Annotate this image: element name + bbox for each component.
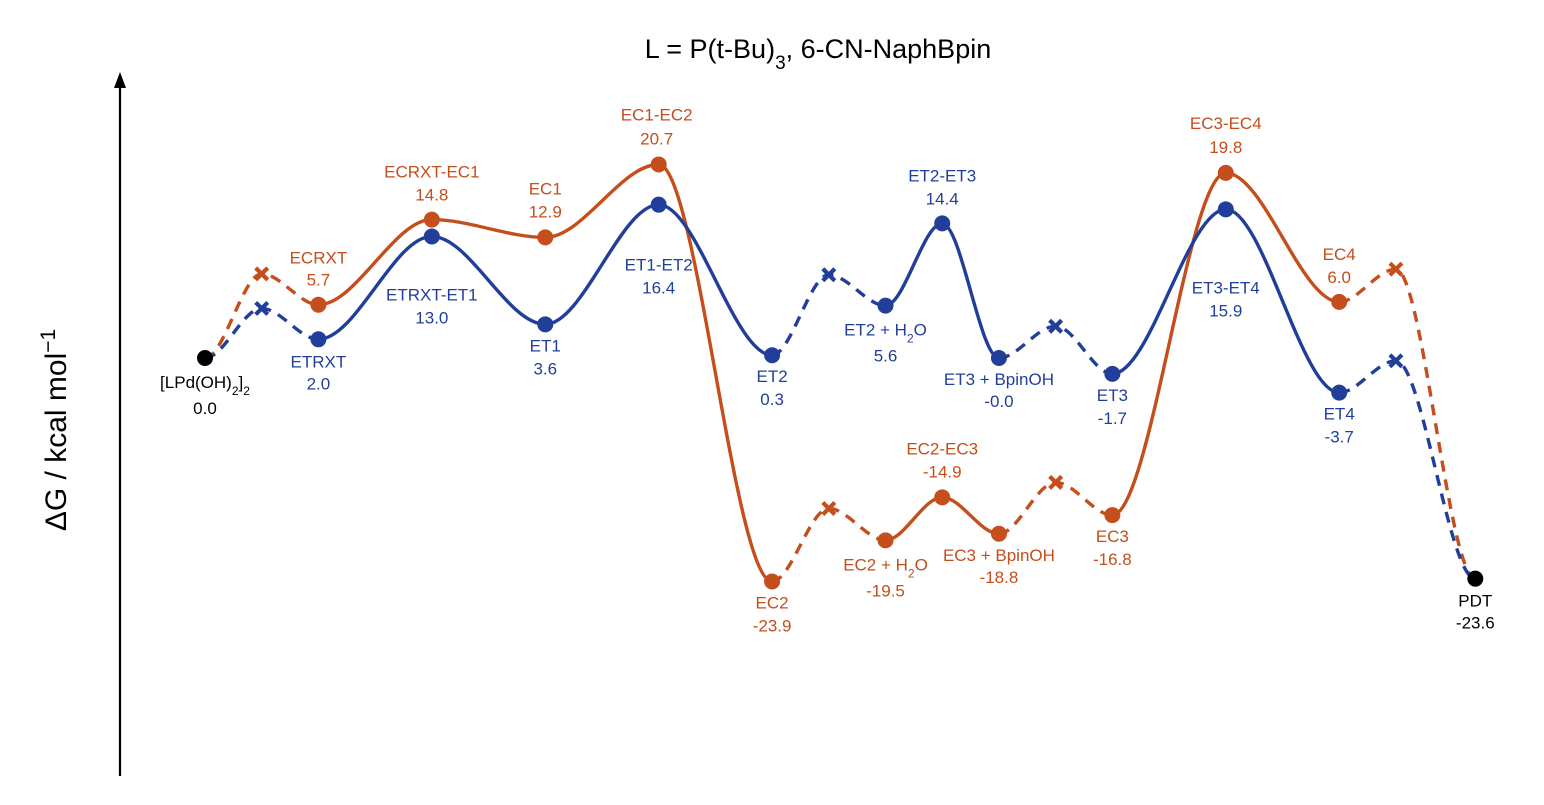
et-point-et2 [764, 347, 781, 364]
ec-point-ec1-ec2 [650, 156, 667, 173]
et-value-etrxt-et1: 13.0 [415, 308, 448, 327]
et-value-et4: -3.7 [1325, 428, 1354, 447]
ec-value-ec2-ec3: -14.9 [923, 462, 962, 481]
ec-label-ec2-h2o: EC2 + H2O [843, 555, 928, 580]
common-label-start: [LPd(OH)2]2 [160, 373, 250, 398]
ec-value-ec3-ec4: 19.8 [1209, 138, 1242, 157]
et-value-et2: 0.3 [760, 390, 784, 409]
et-dashed-segment-3 [998, 324, 1113, 376]
common-point-start [197, 350, 213, 366]
ec-label-ecrxt-ec1: ECRXT-EC1 [384, 163, 479, 182]
ec-value-ec3: -16.8 [1093, 550, 1132, 569]
common-point-pdt [1467, 570, 1484, 587]
et-point-et1 [537, 316, 554, 333]
ec-point-ec3-ec4 [1217, 164, 1234, 181]
et-label-et3: ET3 [1097, 386, 1128, 405]
ec-value-ec2: -23.9 [753, 616, 792, 635]
et-label-et3-bpinoh: ET3 + BpinOH [944, 370, 1054, 389]
et-point-et3-et4 [1217, 201, 1234, 218]
et-value-et1-et2: 16.4 [642, 279, 675, 298]
ec-point-ecrxt-ec1 [423, 211, 440, 228]
ec-value-ecrxt: 5.7 [307, 271, 331, 290]
et-value-et2-h2o: 5.6 [874, 347, 898, 366]
et-dashed-segment-4 [1338, 359, 1476, 581]
ec-curve-1 [316, 162, 774, 584]
ec-connector-cross-icon-3 [1048, 474, 1064, 490]
ec-label-ec2-ec3: EC2-EC3 [906, 439, 978, 458]
et-value-et3-et4: 15.9 [1209, 301, 1242, 320]
ec-label-ec2: EC2 [756, 593, 789, 612]
et-curve-1 [316, 202, 774, 357]
ec-point-ec4 [1331, 293, 1348, 310]
et-value-et2-et3: 14.4 [926, 189, 959, 208]
et-label-et1: ET1 [530, 336, 561, 355]
et-label-et2-et3: ET2-ET3 [908, 166, 976, 185]
et-value-et3-bpinoh: -0.0 [984, 392, 1013, 411]
et-point-et3-bpinoh [990, 350, 1007, 366]
ec-label-ecrxt: ECRXT [290, 249, 348, 268]
chart-title: L = P(t-Bu)3, 6-CN-NaphBpin [645, 34, 991, 74]
et-value-et1: 3.6 [533, 359, 557, 378]
ec-point-ecrxt [310, 296, 327, 313]
y-axis-arrow-icon [114, 72, 126, 88]
et-value-et3: -1.7 [1098, 409, 1127, 428]
ec-point-ec2-ec3 [934, 489, 951, 506]
ec-value-ec1-ec2: 20.7 [640, 129, 673, 148]
et-dashed-segment-2 [771, 273, 886, 357]
ec-connector-cross-icon-2 [821, 501, 837, 517]
common-label-pdt: PDT [1458, 592, 1492, 611]
ec-label-ec3: EC3 [1096, 527, 1129, 546]
et-dashed-segment-1 [204, 306, 319, 360]
et-point-etrxt [310, 331, 327, 348]
ec-label-ec3-ec4: EC3-EC4 [1190, 114, 1262, 133]
ec-dashed-segment-4 [1338, 267, 1477, 581]
et-value-etrxt: 2.0 [307, 374, 331, 393]
et-label-et2-h2o: ET2 + H2O [844, 321, 927, 346]
ec-point-ec1 [537, 229, 554, 246]
ec-dashed-segment-3 [998, 480, 1113, 536]
ec-value-ec1: 12.9 [529, 202, 562, 221]
et-label-etrxt: ETRXT [291, 352, 347, 371]
ec-value-ec2-h2o: -19.5 [866, 581, 905, 600]
et-label-et4: ET4 [1324, 405, 1355, 424]
et-point-etrxt-et1 [423, 228, 440, 245]
ec-label-ec4: EC4 [1323, 245, 1356, 264]
et-point-et2-et3 [934, 215, 951, 232]
y-axis-label: ΔG / kcal mol−1 [37, 329, 74, 531]
et-label-et2: ET2 [757, 367, 788, 386]
common-value-pdt: -23.6 [1456, 614, 1495, 633]
ec-label-ec1-ec2: EC1-EC2 [621, 105, 693, 124]
labels-layer: ECRXT 5.7 ECRXT-EC1 14.8 EC1 12.9 EC1-EC2 20.7 E… [160, 105, 1495, 635]
ec-point-ec2-h2o [877, 532, 894, 549]
ec-label-ec1: EC1 [529, 179, 562, 198]
et-point-et1-et2 [650, 196, 667, 213]
et-label-et3-et4: ET3-ET4 [1192, 278, 1260, 297]
ec-value-ec3-bpinoh: -18.8 [980, 568, 1019, 587]
et-point-et3 [1104, 365, 1121, 382]
ec-value-ec4: 6.0 [1327, 268, 1351, 287]
ec-label-ec3-bpinoh: EC3 + BpinOH [943, 546, 1055, 565]
et-label-et1-et2: ET1-ET2 [625, 256, 693, 275]
ec-point-ec2 [764, 573, 781, 590]
ec-curve-3 [1110, 171, 1341, 517]
ec-connector-cross-icon-1 [254, 266, 270, 282]
et-point-et2-h2o [877, 297, 894, 314]
curves-layer [204, 162, 1477, 584]
et-connector-cross-icon-3 [1048, 318, 1064, 334]
et-point-et4 [1331, 384, 1348, 401]
ec-connector-cross-icon-4 [1388, 261, 1404, 277]
et-connector-cross-icon-1 [254, 300, 270, 316]
ec-point-ec3-bpinoh [990, 525, 1007, 542]
et-connector-cross-icon-2 [821, 267, 837, 283]
common-value-start: 0.0 [193, 399, 217, 418]
et-connector-cross-icon-4 [1388, 353, 1404, 369]
ec-value-ecrxt-ec1: 14.8 [415, 186, 448, 205]
et-label-etrxt-et1: ETRXT-ET1 [386, 285, 478, 304]
y-axis [114, 72, 126, 776]
markers-layer [197, 156, 1484, 590]
ec-point-ec3 [1104, 507, 1121, 524]
